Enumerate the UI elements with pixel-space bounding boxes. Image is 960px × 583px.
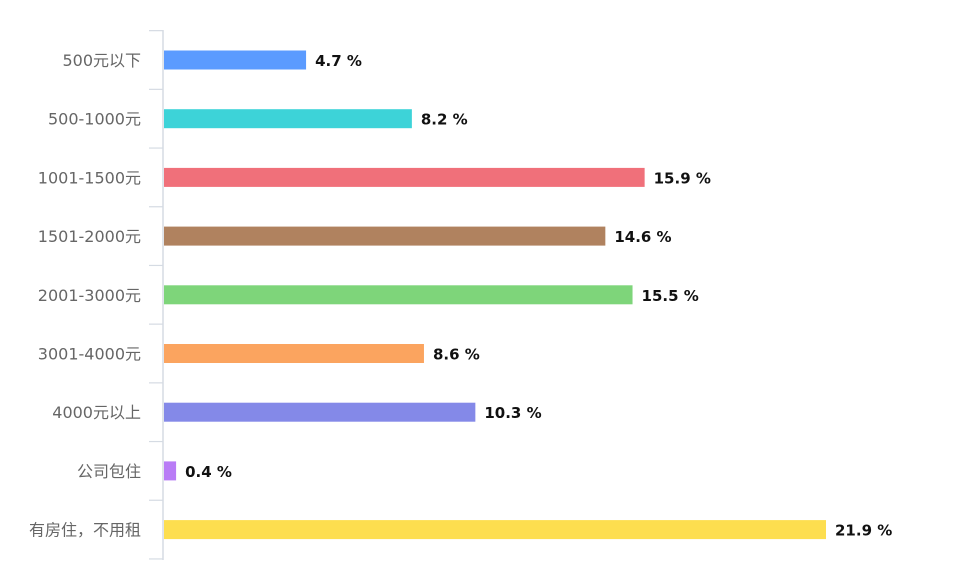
value-label: 8.2 % xyxy=(421,111,468,129)
bar xyxy=(164,461,177,481)
value-label: 10.3 % xyxy=(484,404,541,422)
category-label: 公司包住 xyxy=(77,462,141,481)
value-label: 4.7 % xyxy=(315,52,362,70)
value-label: 0.4 % xyxy=(185,463,232,481)
value-label: 15.9 % xyxy=(654,169,711,187)
bar xyxy=(164,344,424,363)
bar xyxy=(164,50,307,70)
category-label: 500-1000元 xyxy=(48,110,141,129)
category-label: 1001-1500元 xyxy=(38,168,141,187)
value-label: 15.5 % xyxy=(642,287,699,305)
bar xyxy=(164,226,606,246)
category-label: 1501-2000元 xyxy=(38,227,141,246)
value-label: 14.6 % xyxy=(614,228,671,246)
bar xyxy=(164,402,476,422)
category-label: 2001-3000元 xyxy=(38,286,141,305)
bar xyxy=(164,285,633,305)
category-label: 4000元以上 xyxy=(52,403,141,422)
value-label: 21.9 % xyxy=(835,522,892,540)
category-label: 有房住，不用租 xyxy=(29,521,141,540)
category-label: 500元以下 xyxy=(62,51,141,70)
category-label: 3001-4000元 xyxy=(38,345,141,364)
bar xyxy=(164,167,645,187)
bar xyxy=(164,109,412,129)
bar xyxy=(164,520,826,540)
value-label: 8.6 % xyxy=(433,346,480,364)
